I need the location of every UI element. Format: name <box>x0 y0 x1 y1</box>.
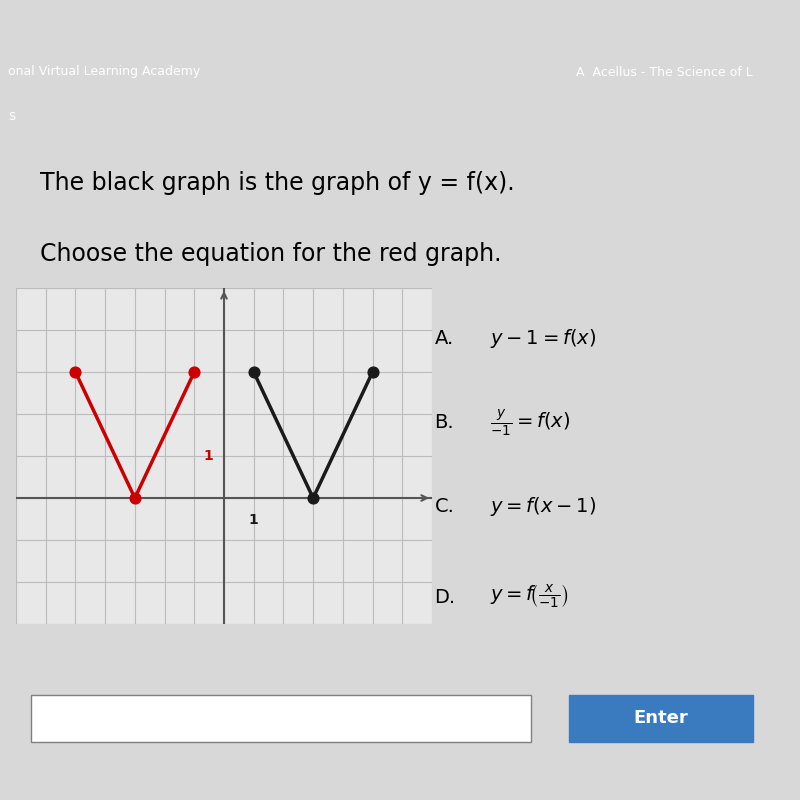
Text: 1: 1 <box>204 449 214 463</box>
Text: $y = f(x - 1)$: $y = f(x - 1)$ <box>490 495 596 518</box>
Point <box>129 491 142 505</box>
Text: Choose the equation for the red graph.: Choose the equation for the red graph. <box>40 242 502 266</box>
Bar <box>31 695 530 742</box>
Text: Enter: Enter <box>634 709 689 727</box>
Text: s: s <box>8 109 15 123</box>
Point <box>188 366 201 378</box>
Text: onal Virtual Learning Academy: onal Virtual Learning Academy <box>8 66 200 78</box>
Text: $\frac{y}{-1} = f(x)$: $\frac{y}{-1} = f(x)$ <box>490 407 570 438</box>
Text: D.: D. <box>434 588 455 606</box>
Point <box>366 366 379 378</box>
Point <box>247 366 260 378</box>
Text: The black graph is the graph of y = f(x).: The black graph is the graph of y = f(x)… <box>40 171 514 195</box>
Point <box>306 491 319 505</box>
Point <box>69 366 82 378</box>
Text: 1: 1 <box>249 513 258 526</box>
Text: C.: C. <box>434 497 454 516</box>
Text: A.: A. <box>434 329 454 348</box>
Text: A  Acellus - The Science of L: A Acellus - The Science of L <box>576 66 753 78</box>
Bar <box>569 695 754 742</box>
Text: B.: B. <box>434 413 454 432</box>
Text: $y - 1 = f(x)$: $y - 1 = f(x)$ <box>490 327 596 350</box>
Text: $y = f\!\left(\frac{x}{-1}\right)$: $y = f\!\left(\frac{x}{-1}\right)$ <box>490 583 569 611</box>
